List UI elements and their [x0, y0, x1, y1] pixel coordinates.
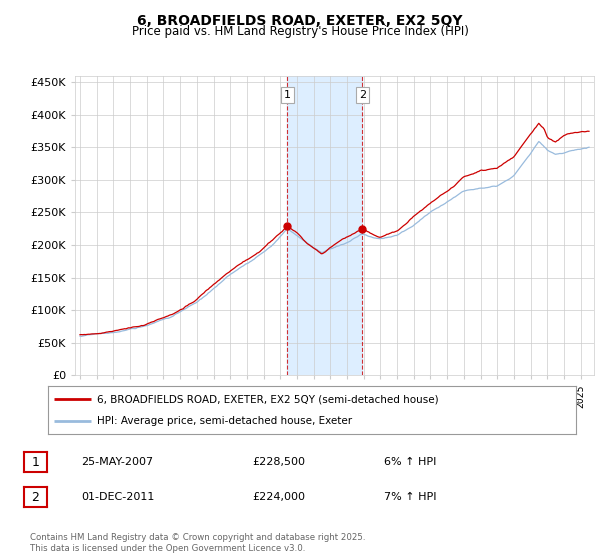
Text: 25-MAY-2007: 25-MAY-2007 — [81, 457, 153, 467]
Text: Contains HM Land Registry data © Crown copyright and database right 2025.
This d: Contains HM Land Registry data © Crown c… — [30, 533, 365, 553]
Text: £228,500: £228,500 — [252, 457, 305, 467]
Text: £224,000: £224,000 — [252, 492, 305, 502]
Text: 2: 2 — [31, 491, 40, 504]
Text: 01-DEC-2011: 01-DEC-2011 — [81, 492, 154, 502]
Bar — [287, 76, 362, 375]
Text: 6% ↑ HPI: 6% ↑ HPI — [384, 457, 436, 467]
Text: 6, BROADFIELDS ROAD, EXETER, EX2 5QY (semi-detached house): 6, BROADFIELDS ROAD, EXETER, EX2 5QY (se… — [97, 394, 438, 404]
Text: 1: 1 — [284, 90, 291, 100]
Text: HPI: Average price, semi-detached house, Exeter: HPI: Average price, semi-detached house,… — [97, 416, 352, 426]
Text: 1: 1 — [31, 455, 40, 469]
Text: Price paid vs. HM Land Registry's House Price Index (HPI): Price paid vs. HM Land Registry's House … — [131, 25, 469, 38]
Text: 6, BROADFIELDS ROAD, EXETER, EX2 5QY: 6, BROADFIELDS ROAD, EXETER, EX2 5QY — [137, 14, 463, 28]
Text: 7% ↑ HPI: 7% ↑ HPI — [384, 492, 437, 502]
Text: 2: 2 — [359, 90, 366, 100]
